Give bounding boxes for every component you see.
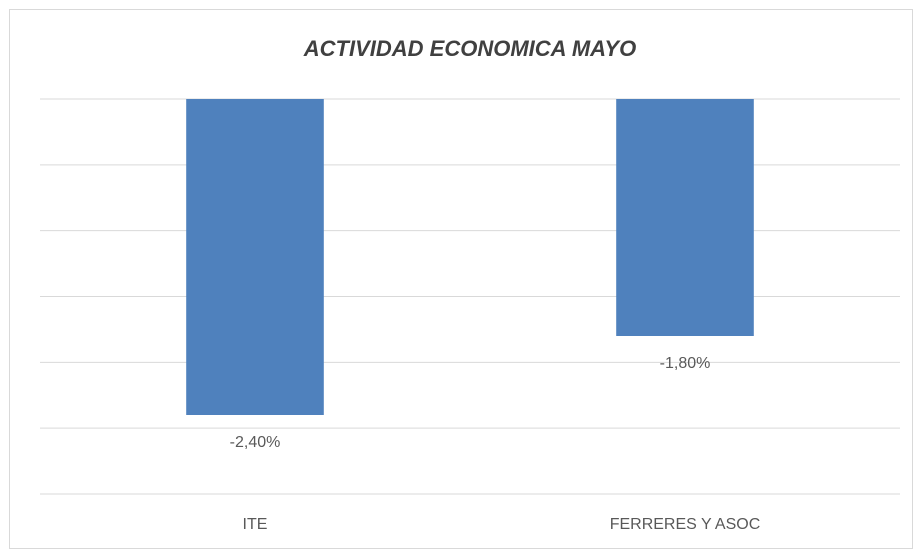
data-label: -1,80% (660, 355, 711, 372)
chart-title: ACTIVIDAD ECONOMICA MAYO (303, 36, 636, 61)
chart-frame (9, 9, 913, 549)
bar (186, 99, 324, 415)
bar (616, 99, 754, 336)
data-label: -2,40% (230, 434, 281, 451)
x-tick-label: ITE (243, 516, 268, 533)
x-tick-label: FERRERES Y ASOC (610, 516, 761, 533)
